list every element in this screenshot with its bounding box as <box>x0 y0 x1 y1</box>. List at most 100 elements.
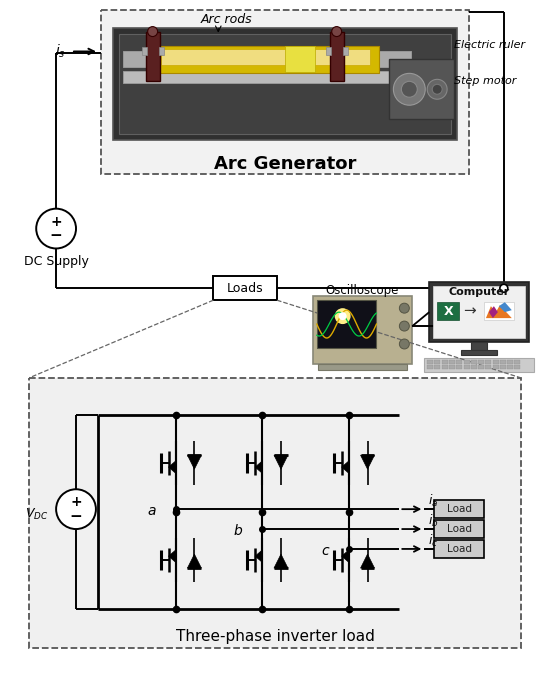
Polygon shape <box>255 550 262 562</box>
Polygon shape <box>274 455 288 469</box>
Text: Step motor: Step motor <box>454 76 516 87</box>
Polygon shape <box>188 554 201 568</box>
Text: b: b <box>233 524 242 538</box>
Bar <box>427 365 433 369</box>
Polygon shape <box>168 461 175 473</box>
Polygon shape <box>274 554 288 568</box>
Bar <box>456 365 462 369</box>
Bar <box>437 302 459 320</box>
Bar <box>485 360 491 364</box>
Text: Load: Load <box>447 524 471 534</box>
Bar <box>285 46 315 72</box>
Text: Three-phase inverter load: Three-phase inverter load <box>175 629 375 644</box>
Bar <box>434 520 484 538</box>
Bar <box>161 50 370 65</box>
Bar <box>313 296 412 364</box>
Text: c: c <box>321 544 329 558</box>
Text: $i_s$: $i_s$ <box>56 43 66 60</box>
Text: −: − <box>70 509 82 524</box>
Circle shape <box>332 27 342 37</box>
Polygon shape <box>499 302 512 312</box>
Text: Computer: Computer <box>448 287 510 297</box>
Circle shape <box>335 308 350 324</box>
Bar <box>434 500 484 518</box>
Text: X: X <box>443 305 453 318</box>
Bar <box>427 360 433 364</box>
Bar <box>461 350 497 355</box>
Text: →: → <box>463 303 475 318</box>
Bar <box>434 365 441 369</box>
Circle shape <box>427 79 447 99</box>
Bar <box>478 365 484 369</box>
Bar <box>343 48 348 55</box>
Bar <box>329 31 344 81</box>
Text: $V_{DC}$: $V_{DC}$ <box>25 507 48 522</box>
Bar <box>500 360 506 364</box>
Bar <box>464 365 470 369</box>
Bar <box>146 31 159 81</box>
Polygon shape <box>486 305 512 318</box>
Bar <box>433 286 525 338</box>
Bar <box>478 360 484 364</box>
Bar <box>514 360 520 364</box>
Circle shape <box>399 321 409 331</box>
Bar <box>158 48 163 55</box>
Bar <box>213 276 277 300</box>
Bar <box>424 358 534 372</box>
Bar <box>317 300 377 348</box>
Circle shape <box>147 27 158 37</box>
Polygon shape <box>361 455 375 469</box>
Circle shape <box>399 303 409 313</box>
Polygon shape <box>361 554 375 568</box>
Bar <box>449 360 455 364</box>
Bar <box>500 365 506 369</box>
Bar <box>484 302 514 320</box>
Polygon shape <box>489 306 498 318</box>
Text: +: + <box>50 215 62 228</box>
Bar <box>485 365 491 369</box>
Circle shape <box>399 339 409 349</box>
Text: Load: Load <box>447 504 471 514</box>
Text: $i_a$: $i_a$ <box>428 493 438 509</box>
Polygon shape <box>342 461 349 473</box>
Circle shape <box>432 85 442 94</box>
Bar <box>507 360 513 364</box>
Bar <box>471 360 477 364</box>
Bar <box>507 365 513 369</box>
Text: $i_c$: $i_c$ <box>428 533 438 549</box>
Circle shape <box>402 81 417 98</box>
Text: DC Supply: DC Supply <box>24 255 89 268</box>
Polygon shape <box>168 550 175 562</box>
Bar <box>142 48 147 55</box>
Bar <box>493 365 498 369</box>
Bar <box>326 48 331 55</box>
Text: Electric ruler: Electric ruler <box>454 40 525 50</box>
Polygon shape <box>342 550 349 562</box>
Bar <box>471 342 487 350</box>
Bar <box>442 365 448 369</box>
Bar <box>123 51 411 68</box>
Text: a: a <box>147 504 156 518</box>
Text: +: + <box>70 495 82 509</box>
Circle shape <box>339 312 346 320</box>
Text: Arc rods: Arc rods <box>200 13 252 26</box>
Text: Oscilloscope: Oscilloscope <box>326 284 399 297</box>
Text: Load: Load <box>447 544 471 554</box>
Bar <box>456 360 462 364</box>
Bar <box>434 360 441 364</box>
Polygon shape <box>255 461 262 473</box>
Polygon shape <box>188 455 201 469</box>
Text: Arc Generator: Arc Generator <box>214 155 356 173</box>
Bar <box>429 282 529 342</box>
Bar <box>471 365 477 369</box>
Bar <box>514 365 520 369</box>
Bar <box>113 27 457 140</box>
Bar <box>442 360 448 364</box>
Text: Loads: Loads <box>227 282 263 295</box>
Bar <box>434 540 484 558</box>
Circle shape <box>56 489 96 529</box>
Bar <box>464 360 470 364</box>
Text: $i_b$: $i_b$ <box>428 513 439 529</box>
Circle shape <box>393 74 425 105</box>
Bar <box>493 360 498 364</box>
